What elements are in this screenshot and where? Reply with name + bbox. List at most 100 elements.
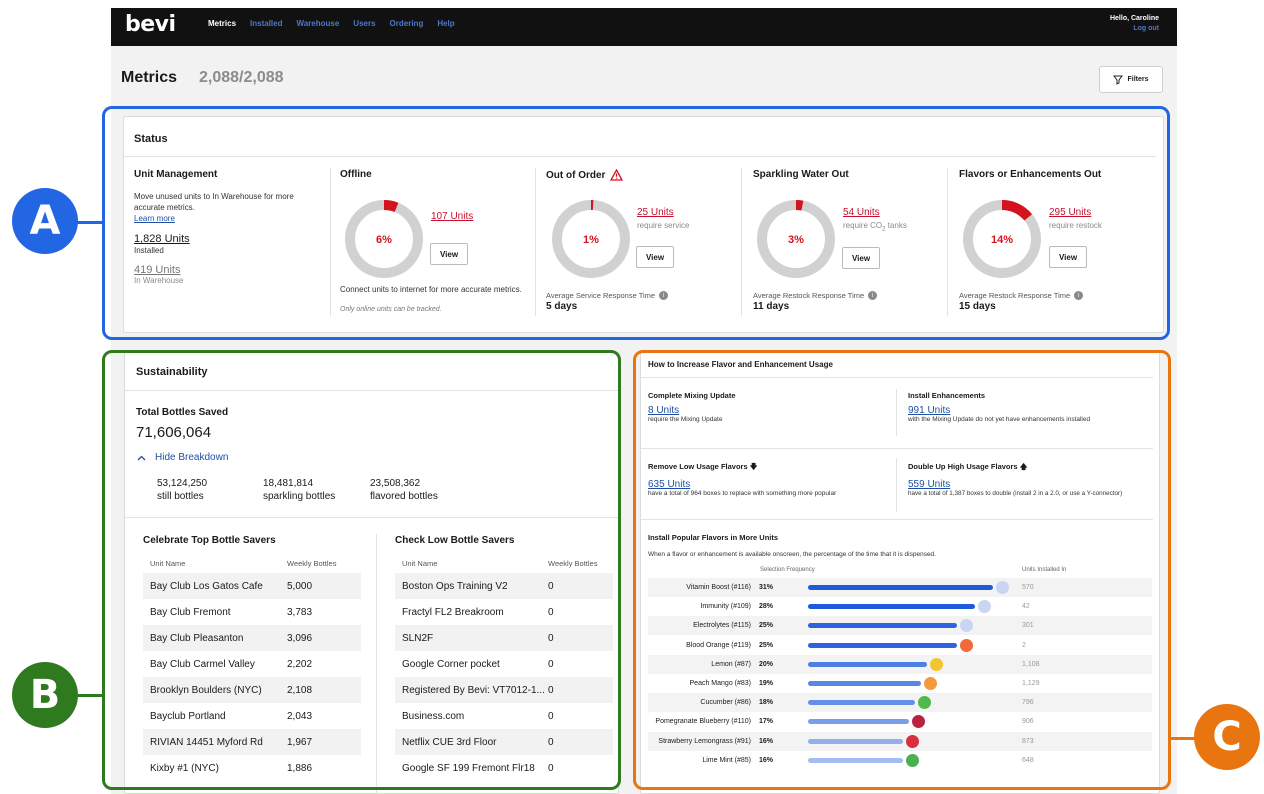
unit-name-cell: Bay Club Fremont <box>150 606 231 618</box>
table-row[interactable]: Bay Club Carmel Valley 2,202 <box>143 651 361 677</box>
breakdown-label: flavored bottles <box>370 491 438 502</box>
filters-button[interactable]: Filters <box>1099 66 1163 93</box>
tile-desc: have a total of 1,387 boxes to double (i… <box>908 490 1123 497</box>
table-row[interactable]: Registered By Bevi: VT7012-1... 0 <box>395 677 613 703</box>
flavor-row: Electrolytes (#115) 25% 301 <box>648 616 1152 636</box>
table-row[interactable]: RIVIAN 14451 Myford Rd 1,967 <box>143 729 361 755</box>
info-icon[interactable]: i <box>868 291 878 300</box>
table-row[interactable]: Kixby #1 (NYC) 1,886 <box>143 755 361 781</box>
unit-management: Unit Management Move unused units to In … <box>134 169 319 285</box>
nav-metrics[interactable]: Metrics <box>208 19 237 28</box>
filter-icon <box>1113 75 1124 85</box>
table-row[interactable]: Netflix CUE 3rd Floor 0 <box>395 729 613 755</box>
hide-breakdown-label: Hide Breakdown <box>155 452 229 463</box>
units-installed: 42 <box>1022 603 1030 611</box>
info-icon[interactable]: i <box>1074 291 1084 300</box>
info-icon[interactable]: i <box>659 291 669 300</box>
status-card <box>123 116 1164 333</box>
out-of-order-header: Out of Order <box>546 169 624 181</box>
out-of-order-sub: require service <box>637 221 690 230</box>
nav-help[interactable]: Help <box>437 19 455 28</box>
divider <box>947 168 948 316</box>
sparkling-view-button[interactable]: View <box>842 247 880 269</box>
restock-metric-label: Average Restock Response Time <box>753 291 865 300</box>
sparkling-donut: 3% <box>757 200 835 278</box>
flavor-percent: 18% <box>759 699 774 707</box>
table-row[interactable]: Google Corner pocket 0 <box>395 651 613 677</box>
flavors-out-units-link[interactable]: 295 Units <box>1049 207 1092 218</box>
restock-metric-value: 11 days <box>753 301 790 312</box>
bevi-logo[interactable]: bevi <box>125 12 176 37</box>
frequency-bar <box>808 642 957 648</box>
offline-note-sub: Only online units can be tracked. <box>340 306 442 313</box>
divider <box>376 534 377 794</box>
sparkling-sub-text: require CO <box>843 221 883 230</box>
nav-users[interactable]: Users <box>353 19 376 28</box>
sparkling-units-link[interactable]: 54 Units <box>843 207 880 218</box>
low-savers-title: Check Low Bottle Savers <box>395 535 515 546</box>
table-row[interactable]: Bayclub Portland 2,043 <box>143 703 361 729</box>
table-row[interactable]: SLN2F 0 <box>395 625 613 651</box>
breakdown-label: still bottles <box>157 491 204 502</box>
tile-desc: have a total of 964 boxes to replace wit… <box>648 490 837 497</box>
table-header: Unit Name Weekly Bottles <box>395 553 613 573</box>
unit-name-cell: Bayclub Portland <box>150 710 226 722</box>
offline-donut: 6% <box>345 200 423 278</box>
hide-breakdown-toggle[interactable]: Hide Breakdown <box>137 452 228 463</box>
logout-link[interactable]: Log out <box>1133 25 1159 32</box>
unit-name-cell: Bay Club Carmel Valley <box>150 658 255 670</box>
donut-arc <box>345 200 423 278</box>
flavor-name: Electrolytes (#115) <box>693 622 751 630</box>
main-nav: Metrics Installed Warehouse Users Orderi… <box>208 19 455 28</box>
out-of-order-units-link[interactable]: 25 Units <box>637 207 674 218</box>
total-bottles-label: Total Bottles Saved <box>136 407 229 418</box>
warning-icon <box>610 169 624 181</box>
nav-warehouse[interactable]: Warehouse <box>296 19 340 28</box>
tile-value-link[interactable]: 991 Units <box>908 405 951 416</box>
table-row[interactable]: Fractyl FL2 Breakroom 0 <box>395 599 613 625</box>
unit-name-cell: Registered By Bevi: VT7012-1... <box>402 684 545 696</box>
donut-arc <box>963 200 1041 278</box>
tile-value-link[interactable]: 635 Units <box>648 479 691 490</box>
flavor-icon <box>924 677 937 690</box>
nav-installed[interactable]: Installed <box>250 19 283 28</box>
table-row[interactable]: Boston Ops Training V2 0 <box>395 573 613 599</box>
flavors-out-view-button[interactable]: View <box>1049 246 1087 268</box>
table-row[interactable]: Google SF 199 Fremont Flr18 0 <box>395 755 613 781</box>
installed-label: Installed <box>134 246 164 255</box>
unit-name-cell: Boston Ops Training V2 <box>402 580 508 592</box>
unit-name-cell: Bay Club Pleasanton <box>150 632 244 644</box>
units-installed: 2 <box>1022 641 1026 649</box>
flavor-row: Lemon (#87) 20% 1,108 <box>648 654 1152 674</box>
flavor-row: Peach Mango (#83) 19% 1,129 <box>648 674 1152 693</box>
tile-value-link[interactable]: 8 Units <box>648 405 680 416</box>
flavor-icon <box>996 581 1009 594</box>
table-row[interactable]: Bay Club Pleasanton 3,096 <box>143 625 361 651</box>
offline-units-link[interactable]: 107 Units <box>431 211 474 222</box>
table-row[interactable]: Business.com 0 <box>395 703 613 729</box>
learn-more-link[interactable]: Learn more <box>134 214 175 223</box>
tile-value-link[interactable]: 559 Units <box>908 479 951 490</box>
installed-units-link[interactable]: 1,828 Units <box>134 233 190 245</box>
col-unit-name: Unit Name <box>150 558 186 568</box>
flavor-icon <box>918 696 931 710</box>
flavor-row: Blood Orange (#119) 25% 2 <box>648 635 1152 655</box>
user-menu: Hello, Caroline Log out <box>1110 14 1159 34</box>
flavor-percent: 20% <box>759 660 774 668</box>
weekly-bottles-cell: 5,000 <box>287 580 313 592</box>
arrow-down-icon: 🡇 <box>749 462 758 471</box>
flavor-percent: 17% <box>759 718 774 726</box>
warehouse-units-link[interactable]: 419 Units <box>134 264 181 276</box>
connector-a <box>76 221 104 224</box>
table-row[interactable]: Brooklyn Boulders (NYC) 2,108 <box>143 677 361 703</box>
nav-ordering[interactable]: Ordering <box>389 19 424 28</box>
units-installed: 648 <box>1022 756 1034 764</box>
table-row[interactable]: Bay Club Los Gatos Cafe 5,000 <box>143 573 361 599</box>
out-of-order-view-button[interactable]: View <box>636 246 674 268</box>
tile-desc: require the Mixing Update <box>648 416 723 423</box>
sustainability-title: Sustainability <box>136 366 208 378</box>
weekly-bottles-cell: 0 <box>548 632 554 644</box>
flavor-name: Lime Mint (#85) <box>702 756 751 764</box>
offline-view-button[interactable]: View <box>430 243 468 265</box>
table-row[interactable]: Bay Club Fremont 3,783 <box>143 599 361 625</box>
